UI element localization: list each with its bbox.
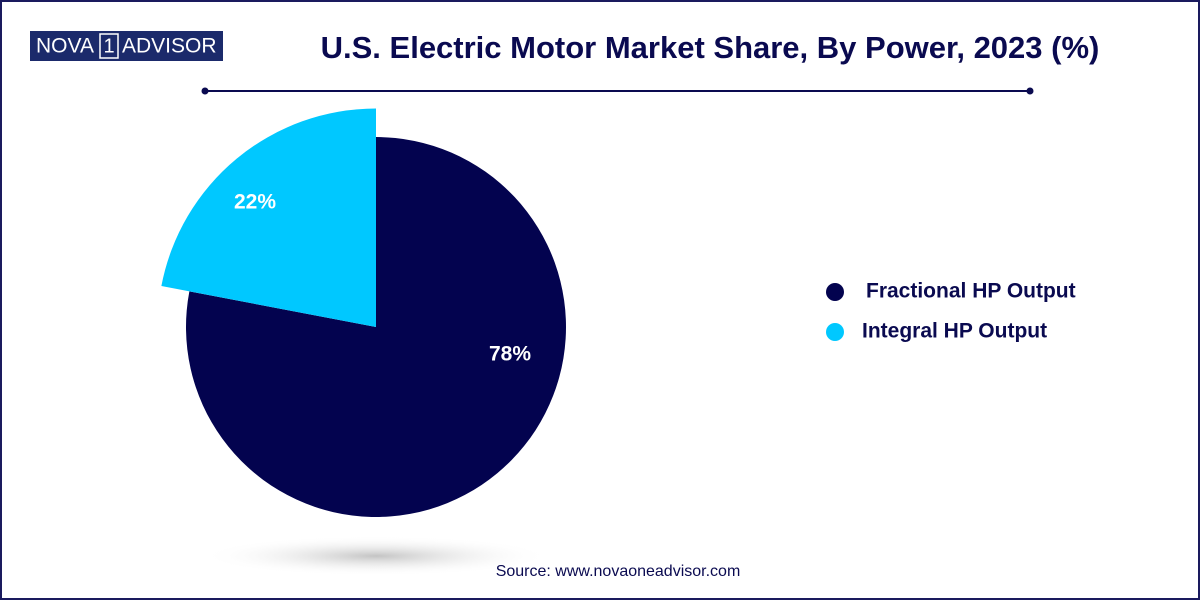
logo-mark: 1 xyxy=(103,35,114,57)
source: Source: www.novaoneadvisor.com xyxy=(496,563,741,580)
logo-right: ADVISOR xyxy=(122,35,217,58)
pie xyxy=(161,108,567,517)
rule-dot xyxy=(201,87,209,95)
value-label: 22% xyxy=(234,191,276,214)
logo: NOVA 1 ADVISOR xyxy=(30,31,223,61)
legend-label: Fractional HP Output xyxy=(866,280,1076,303)
logo-background xyxy=(30,31,223,61)
rule-dot xyxy=(1026,87,1034,95)
logo-left: NOVA xyxy=(36,35,94,58)
legend-label: Integral HP Output xyxy=(862,320,1047,343)
legend-marker xyxy=(826,283,844,301)
legend-marker xyxy=(826,323,844,341)
chart-title: U.S. Electric Motor Market Share, By Pow… xyxy=(321,30,1100,65)
value-label: 78% xyxy=(489,343,531,366)
logo-box xyxy=(99,33,119,59)
pie-shadow xyxy=(201,536,551,576)
pie-slice xyxy=(161,108,376,327)
